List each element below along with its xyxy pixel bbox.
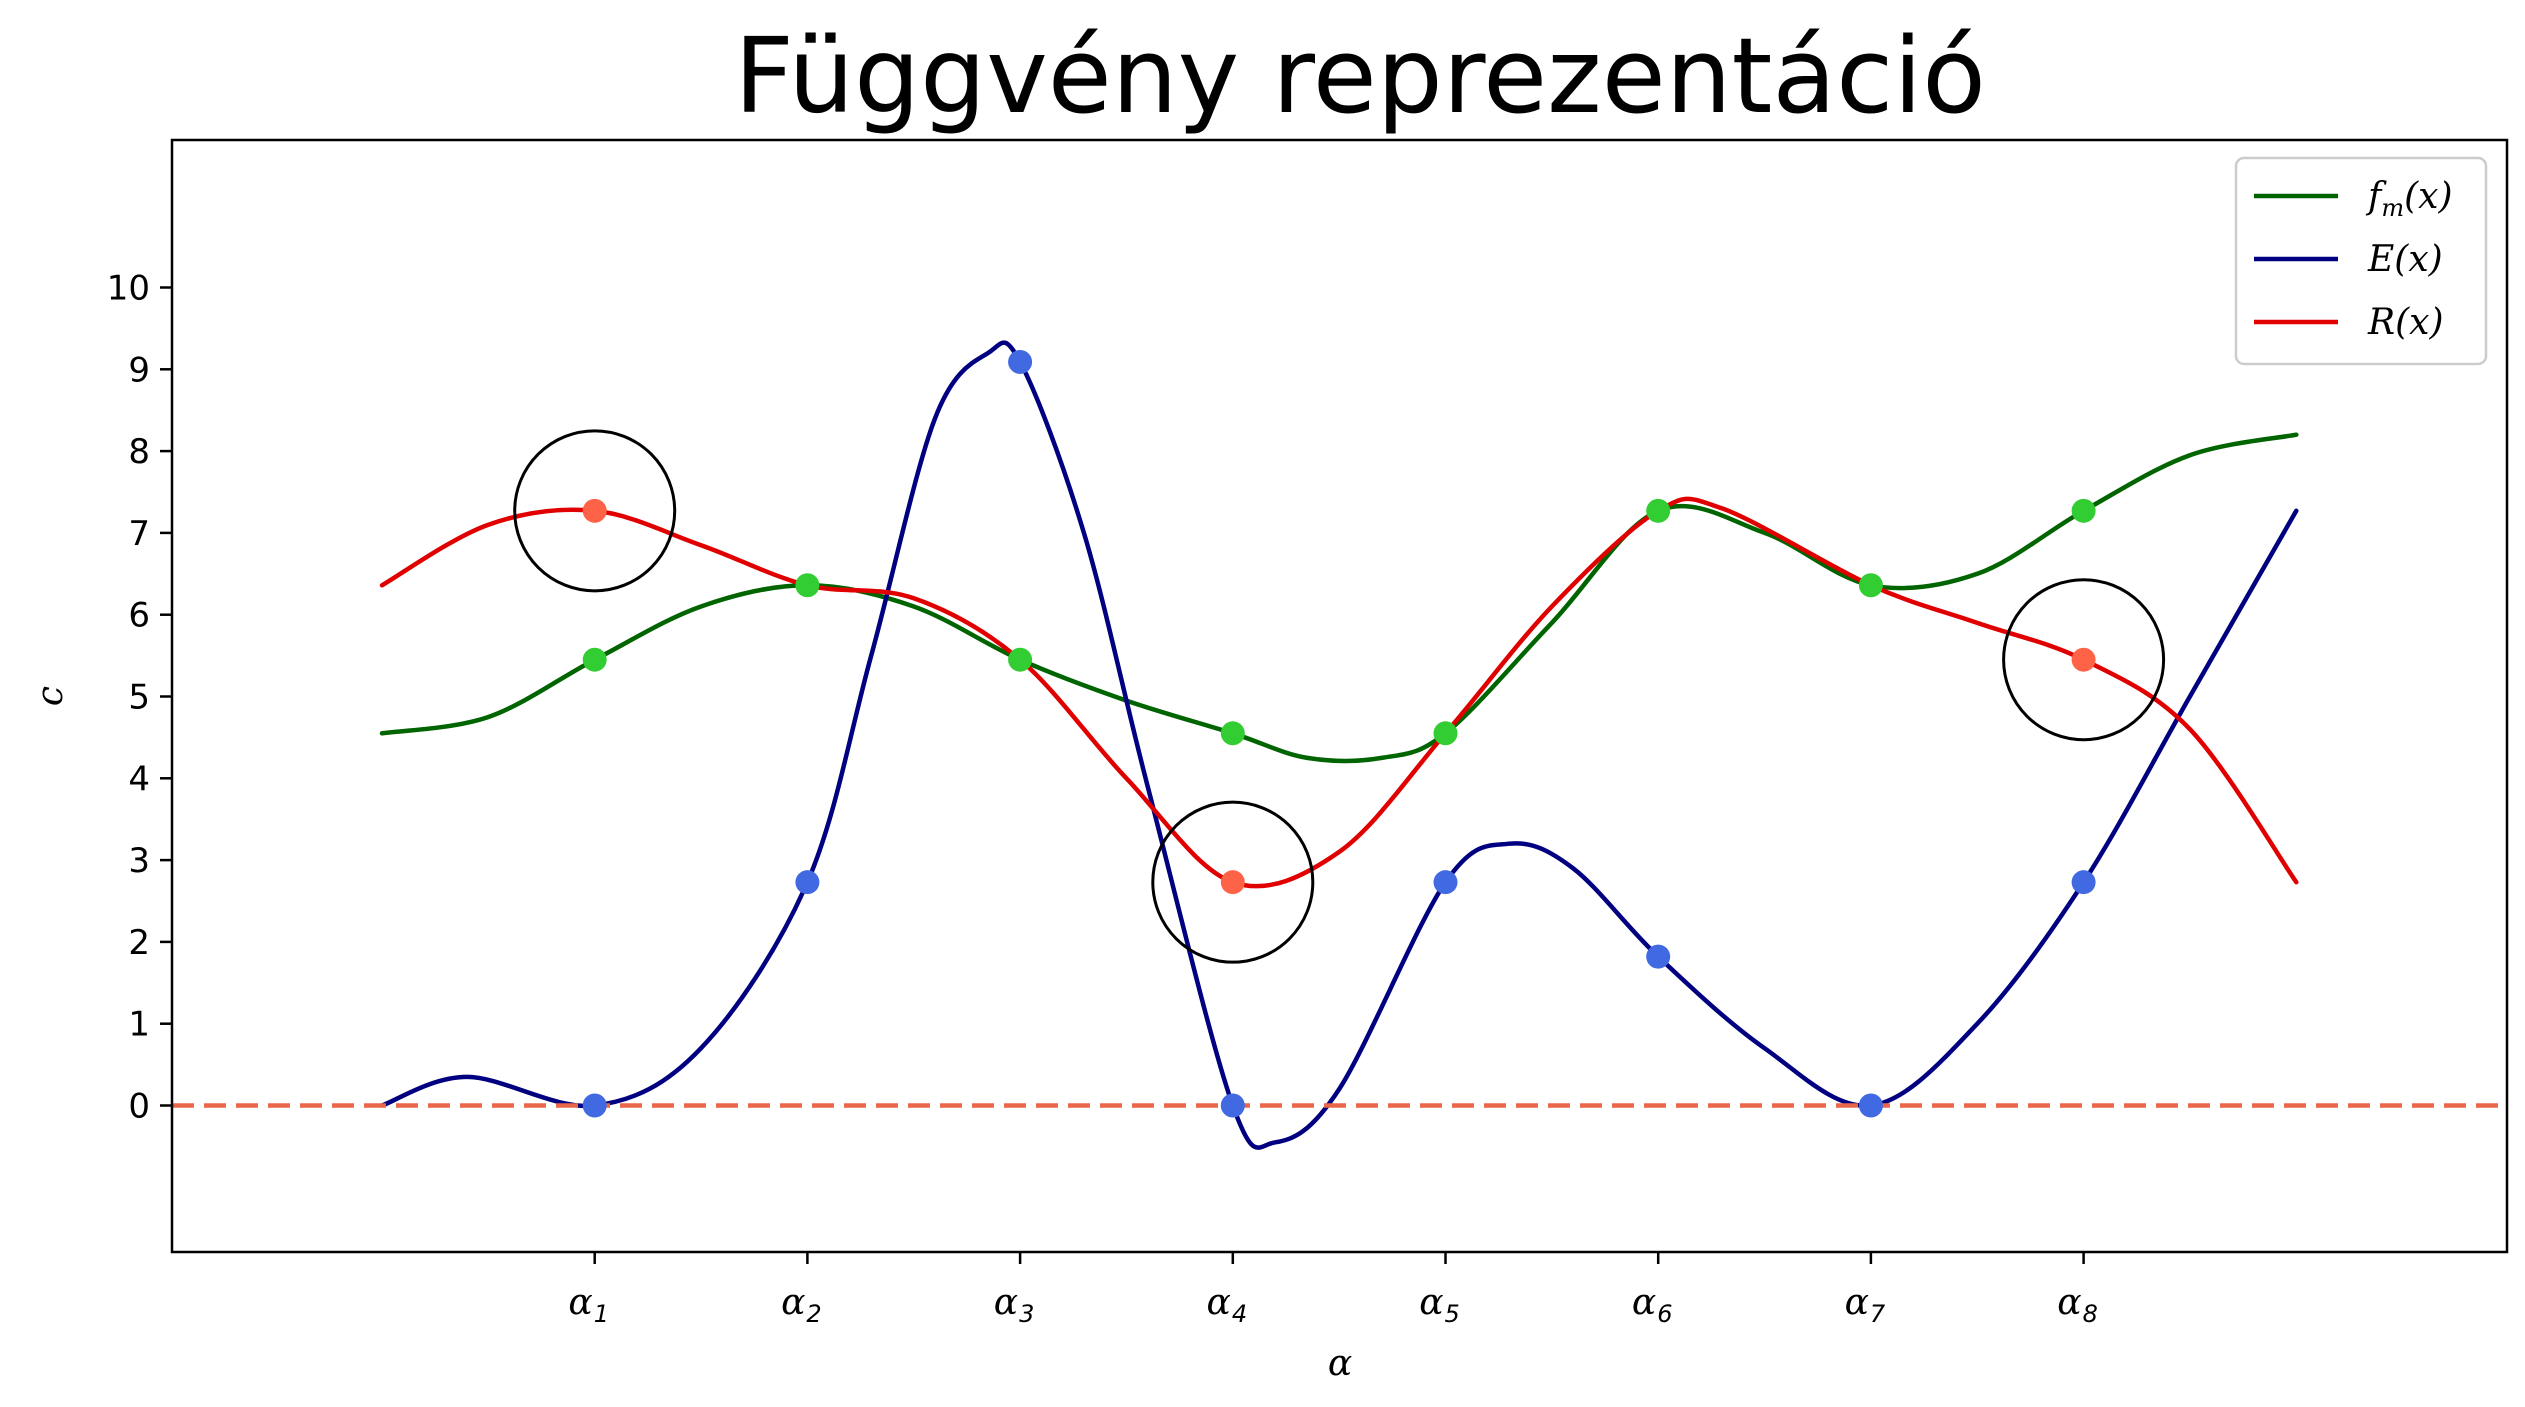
x-tick-subscript: 7 — [1870, 1300, 1886, 1328]
x-tick-label: α5 — [1419, 1282, 1460, 1328]
series-1-point-7 — [1858, 573, 1883, 598]
y-tick-label: 0 — [128, 1087, 150, 1127]
x-tick-label: α2 — [781, 1282, 822, 1328]
y-tick-label: 5 — [128, 678, 150, 718]
series-line-3 — [379, 496, 2299, 889]
legend: fm(x) E(x) R(x) — [2234, 156, 2488, 366]
series-2-point-5 — [1433, 870, 1458, 895]
series-2-point-6 — [1646, 944, 1671, 969]
legend-subscript: m — [2381, 194, 2404, 222]
series-2-point-3 — [1008, 349, 1033, 374]
y-tick-label: 7 — [128, 514, 150, 554]
series-1-point-6 — [1646, 498, 1671, 523]
x-tick-subscript: 1 — [594, 1300, 609, 1328]
y-tick-label: 4 — [128, 759, 150, 799]
series-1-point-5 — [1433, 721, 1458, 746]
plot-content — [172, 340, 2507, 1150]
chart-title: Függvény reprezentáció — [734, 15, 1986, 137]
series-1-point-1 — [582, 647, 607, 672]
y-tick-label: 3 — [128, 841, 150, 881]
series-3-point-1 — [582, 498, 607, 523]
y-tick-label: 6 — [128, 596, 150, 636]
y-axis-label: c — [30, 686, 71, 706]
x-axis-label: α — [1328, 1343, 1352, 1384]
highlight-circle-2 — [1151, 800, 1315, 964]
y-tick-label: 8 — [128, 432, 150, 472]
series-1-point-3 — [1008, 647, 1033, 672]
legend-box — [2234, 156, 2488, 366]
series-1-point-8 — [2071, 498, 2096, 523]
x-tick-label: α8 — [2057, 1282, 2098, 1328]
x-tick-subscript: 2 — [806, 1300, 821, 1328]
legend-label-2: E(x) — [2367, 239, 2443, 280]
x-tick-subscript: 6 — [1657, 1300, 1672, 1328]
highlight-circle-3 — [2002, 578, 2166, 742]
y-tick-label: 1 — [128, 1005, 150, 1045]
y-tick-label: 2 — [128, 923, 150, 963]
x-tick-subscript: 4 — [1232, 1300, 1247, 1328]
series-2-point-2 — [795, 870, 820, 895]
legend-label-1: fm(x) — [2365, 176, 2453, 222]
series-3-point-3 — [2071, 647, 2096, 672]
series-3-point-2 — [1220, 870, 1245, 895]
legend-label-3: R(x) — [2367, 302, 2444, 343]
series-2-point-1 — [582, 1093, 607, 1118]
plot-area — [172, 340, 2507, 1150]
series-1-point-4 — [1220, 721, 1245, 746]
highlight-circle-1 — [513, 429, 677, 593]
x-tick-subscript: 3 — [1019, 1300, 1034, 1328]
series-1-point-2 — [795, 573, 820, 598]
legend-label-tail: (x) — [2404, 176, 2452, 217]
y-tick-label: 10 — [107, 269, 150, 309]
series-2-point-8 — [2071, 870, 2096, 895]
y-tick-label: 9 — [128, 350, 150, 390]
series-line-1 — [379, 432, 2299, 764]
series-2-point-7 — [1858, 1093, 1883, 1118]
x-tick-subscript: 8 — [2083, 1300, 2098, 1328]
x-tick-subscript: 5 — [1445, 1300, 1460, 1328]
series-2-point-4 — [1220, 1093, 1245, 1118]
